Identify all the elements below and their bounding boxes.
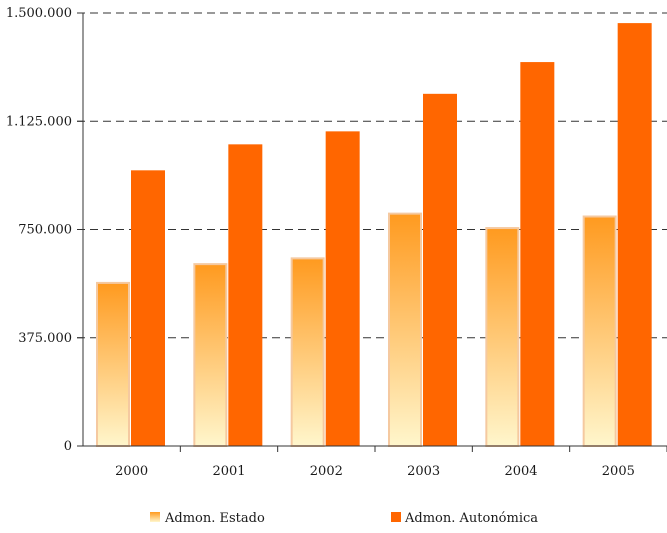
bar-admon-autonomica	[520, 62, 555, 446]
x-tick-labels: 2000 2001 2002 2003 2004 2005	[115, 464, 635, 479]
y-tick-label: 0	[64, 439, 72, 454]
legend-swatch-admon-estado	[150, 512, 160, 522]
y-tick-label: 750.000	[18, 223, 72, 238]
y-tick-label: 1.500.000	[6, 6, 72, 21]
bar-admon-autonomica	[617, 23, 652, 446]
bar-admon-estado	[485, 227, 520, 447]
y-tick-labels: 0 375.000 750.000 1.125.000 1.500.000	[6, 6, 72, 454]
bar-admon-estado	[582, 215, 617, 447]
x-tick-label: 2002	[310, 464, 343, 479]
bar-admon-autonomica	[131, 170, 165, 446]
x-tick-label: 2000	[115, 464, 148, 479]
legend-swatch-admon-autonomica	[391, 512, 401, 522]
legend-label-admon-autonomica: Admon. Autonómica	[404, 511, 538, 526]
y-tick-label: 1.125.000	[6, 114, 72, 129]
bar-admon-estado	[96, 281, 130, 447]
legend: Admon. Estado Admon. Autonómica	[150, 511, 538, 526]
x-tick-label: 2001	[212, 464, 245, 479]
bar-admon-estado	[193, 263, 228, 448]
x-tick-label: 2004	[504, 464, 537, 479]
x-tick-label: 2003	[407, 464, 440, 479]
legend-label-admon-estado: Admon. Estado	[164, 511, 265, 526]
x-tick-label: 2005	[602, 464, 635, 479]
gridlines	[77, 12, 667, 339]
bar-admon-autonomica	[423, 93, 457, 447]
bar-admon-estado	[388, 212, 422, 447]
axes	[77, 12, 667, 452]
bar-admon-estado	[290, 257, 325, 447]
bar-admon-autonomica	[228, 144, 263, 447]
y-tick-label: 375.000	[18, 331, 72, 346]
bar-admon-autonomica	[325, 131, 360, 446]
bars	[96, 23, 652, 448]
